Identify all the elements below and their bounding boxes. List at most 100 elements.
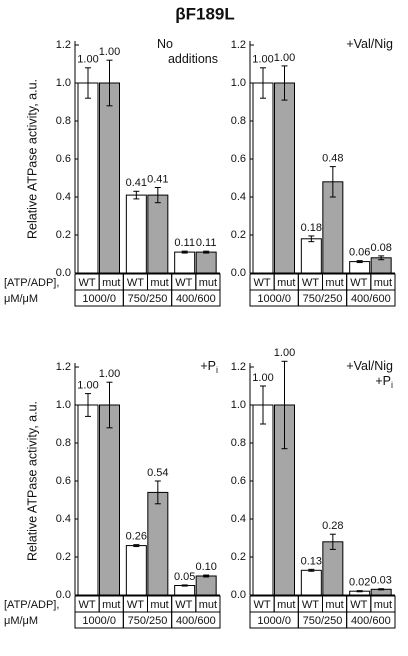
annotation: additions (168, 52, 218, 66)
y-tick-label: 0.4 (56, 513, 71, 525)
value-label: 1.00 (252, 54, 273, 66)
y-tick-label: 0.2 (231, 551, 246, 563)
value-label: 1.00 (274, 52, 295, 64)
table-cell (171, 611, 221, 629)
category-label: 750/250 (128, 293, 168, 305)
annotation-text: +P (375, 374, 391, 388)
value-label: 1.00 (99, 368, 120, 380)
x-axis-label: μM/μM (4, 615, 38, 627)
series-label: WT (127, 277, 144, 289)
series-label: mut (277, 599, 295, 611)
series-label: mut (102, 277, 120, 289)
value-label: 1.00 (77, 54, 98, 66)
y-tick-label: 0.4 (231, 513, 246, 525)
bar (77, 404, 99, 596)
y-tick-label: 1.2 (231, 39, 246, 51)
y-tick-label: 0.0 (231, 589, 246, 601)
series-label: WT (302, 277, 319, 289)
bar (174, 585, 196, 596)
value-label: 0.13 (301, 555, 322, 567)
category-label: 400/600 (351, 293, 391, 305)
bar (147, 491, 169, 596)
y-tick-label: 1.0 (231, 399, 246, 411)
bar (195, 251, 217, 274)
value-label: 0.18 (301, 222, 322, 234)
annotation: +Val/Nig (346, 37, 393, 51)
value-label: 1.00 (77, 380, 98, 392)
category-label: 1000/0 (82, 293, 116, 305)
y-tick-label: 0.8 (56, 115, 71, 127)
value-label: 0.48 (322, 153, 343, 165)
value-label: 0.41 (126, 177, 147, 189)
x-axis-label: [ATP/ADP], (4, 599, 59, 611)
series-label: WT (175, 277, 192, 289)
category-label: 400/600 (351, 615, 391, 627)
annotation: +Val/Nig (346, 359, 393, 373)
category-label: 750/250 (303, 615, 343, 627)
y-tick-label: 1.0 (56, 399, 71, 411)
bar (125, 545, 147, 596)
y-tick-label: 0.6 (231, 153, 246, 165)
series-label: WT (127, 599, 144, 611)
annotation-subscript: i (391, 380, 393, 390)
series-label: mut (325, 277, 343, 289)
y-tick-label: 0.8 (56, 437, 71, 449)
bar (99, 404, 120, 596)
y-tick-label: 0.6 (56, 475, 71, 487)
series-label: WT (254, 277, 271, 289)
category-label: 400/600 (176, 615, 216, 627)
annotation-text: No (157, 37, 173, 51)
y-tick-label: 1.2 (231, 361, 246, 373)
x-axis-label: μM/μM (4, 293, 38, 305)
annotation-subscript: i (216, 365, 218, 375)
y-tick-label: 0.0 (56, 589, 71, 601)
value-label: 0.41 (147, 173, 168, 185)
y-tick-label: 0.6 (56, 153, 71, 165)
value-label: 0.06 (349, 247, 370, 259)
bar (300, 238, 322, 274)
y-tick-label: 1.0 (56, 77, 71, 89)
category-label: 1000/0 (257, 615, 291, 627)
y-tick-label: 0.4 (56, 191, 71, 203)
value-label: 0.10 (195, 561, 216, 573)
category-label: 1000/0 (257, 293, 291, 305)
value-label: 0.11 (174, 237, 195, 249)
table-cell (346, 289, 396, 307)
y-tick-label: 0.2 (231, 229, 246, 241)
y-tick-label: 1.0 (231, 77, 246, 89)
series-label: mut (374, 277, 392, 289)
value-label: 0.28 (322, 520, 343, 532)
y-axis-label: Relative ATPase activity, a.u. (25, 401, 39, 561)
annotation-text: +P (200, 359, 216, 373)
y-tick-label: 0.0 (56, 267, 71, 279)
series-label: WT (175, 599, 192, 611)
x-axis-label: [ATP/ADP], (4, 277, 59, 289)
value-label: 0.02 (349, 577, 370, 589)
value-label: 0.26 (126, 531, 147, 543)
value-label: 0.08 (370, 242, 391, 254)
value-label: 0.03 (370, 575, 391, 587)
value-label: 1.00 (274, 347, 295, 359)
bar (77, 82, 99, 274)
y-tick-label: 1.2 (56, 361, 71, 373)
y-tick-label: 0.0 (231, 267, 246, 279)
value-label: 0.11 (196, 237, 217, 249)
bar (274, 82, 295, 274)
annotation: +Pi (200, 359, 218, 375)
table-cell (346, 611, 396, 629)
y-tick-label: 0.6 (231, 475, 246, 487)
category-label: 1000/0 (82, 615, 116, 627)
bar (300, 569, 322, 596)
value-label: 1.00 (252, 372, 273, 384)
series-label: mut (325, 599, 343, 611)
y-tick-label: 1.2 (56, 39, 71, 51)
annotation-text: +Val/Nig (346, 359, 393, 373)
series-label: WT (302, 599, 319, 611)
series-label: mut (102, 599, 120, 611)
series-label: WT (79, 599, 96, 611)
bar (99, 82, 120, 274)
y-tick-label: 0.8 (231, 437, 246, 449)
series-label: mut (277, 277, 295, 289)
category-label: 750/250 (303, 293, 343, 305)
